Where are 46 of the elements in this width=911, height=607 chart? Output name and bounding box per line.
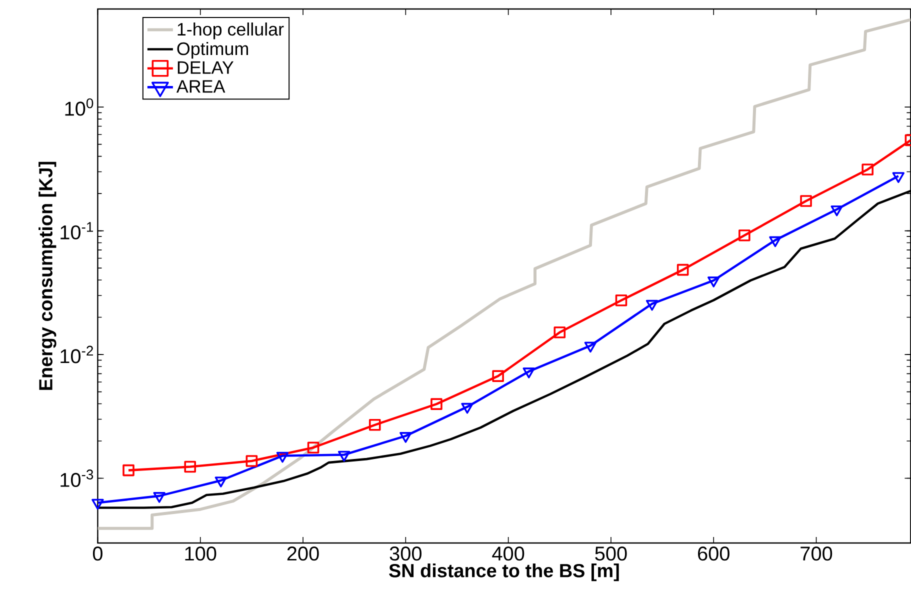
x-axis-title: SN distance to the BS [m] (389, 563, 619, 582)
point (646, 300, 658, 311)
legend-label: AREA (176, 80, 226, 93)
y-tick-label: 10$^{-2}$ (60, 346, 93, 364)
x-tick-label: 400 (492, 546, 524, 561)
x-tick-label: 600 (698, 546, 730, 561)
line-series (98, 18, 911, 530)
point (676, 264, 689, 276)
x-tick-label: 500 (595, 546, 627, 561)
point (492, 370, 504, 382)
point (584, 342, 597, 353)
legend-label: 1-hop cellular (178, 22, 284, 40)
point (368, 419, 381, 431)
legend-label: DELAY (178, 61, 234, 74)
y-tick-label: 10$^{-3}$ (60, 470, 94, 487)
point (92, 498, 104, 510)
y-axis-title: Energy consumption [KJ] (38, 162, 56, 390)
legend-label: Optimum (177, 42, 248, 59)
point (554, 326, 566, 338)
point (153, 492, 166, 503)
point (769, 236, 782, 248)
point (122, 464, 134, 476)
y-tick-label: 10$^{-1}$ (60, 222, 94, 240)
point (615, 294, 628, 306)
point (892, 172, 904, 183)
y-tick-label: 10$^{0}$ (65, 98, 94, 116)
point (276, 452, 289, 463)
x-tick-label: 100 (185, 546, 216, 561)
x-tick-label: 700 (800, 546, 832, 561)
point (738, 229, 750, 242)
point (708, 276, 720, 288)
point (800, 195, 812, 207)
point (184, 460, 196, 473)
point (307, 442, 320, 454)
point (338, 450, 350, 462)
point (214, 476, 227, 488)
point (461, 402, 474, 414)
point (830, 205, 843, 216)
point (400, 432, 412, 443)
point (522, 368, 535, 378)
x-tick-label: 300 (390, 546, 422, 561)
x-tick-label: 200 (287, 546, 319, 561)
point (246, 455, 258, 467)
point (862, 164, 874, 176)
x-tick-label: 0 (92, 546, 102, 561)
point (430, 398, 442, 410)
